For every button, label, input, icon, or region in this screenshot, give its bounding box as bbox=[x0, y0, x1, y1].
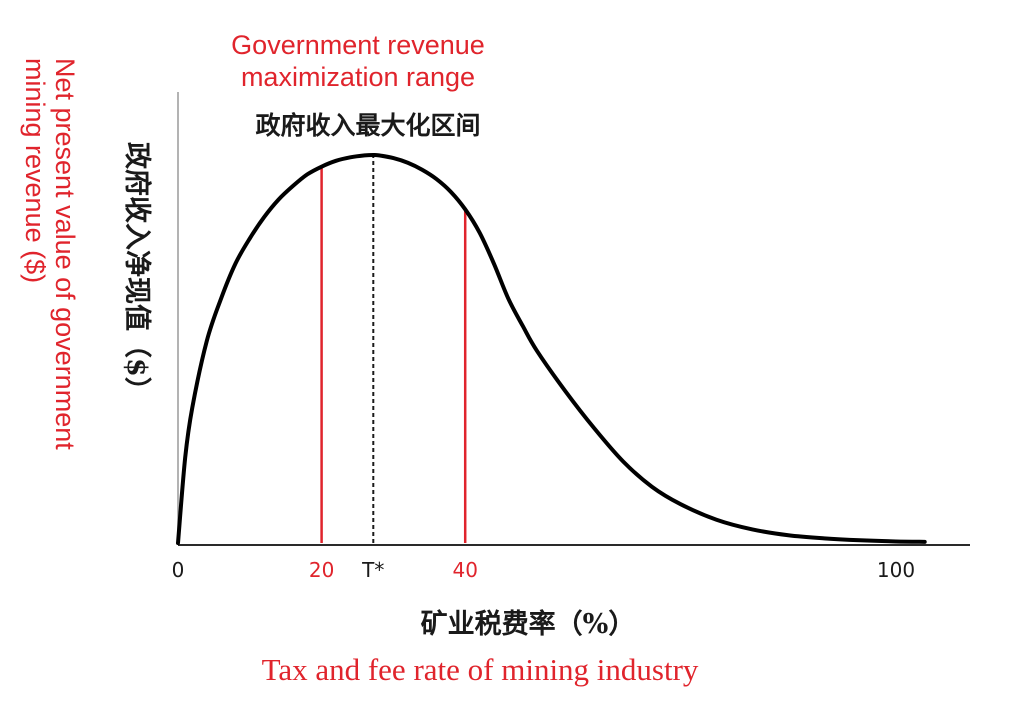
marker-layer bbox=[320, 155, 467, 543]
x-tick-label-3: 40 bbox=[452, 558, 477, 582]
x-tick-label-1: 20 bbox=[309, 558, 334, 582]
x-tick-label-2: T* bbox=[361, 558, 384, 582]
tick-layer: 0 20 T* 40 100 bbox=[172, 558, 915, 582]
x-axis-label-en: Tax and fee rate of mining industry bbox=[262, 652, 699, 687]
x-tick-label-4: 100 bbox=[877, 558, 915, 582]
y-axis-label-en-line-1: Net present value of government bbox=[50, 58, 80, 450]
series-curve bbox=[176, 152, 927, 545]
y-axis-label-en-line-2: mining revenue ($) bbox=[20, 58, 50, 283]
chart-title-group: Government revenue maximization range 政府… bbox=[231, 30, 485, 140]
chart-title-line-1: Government revenue bbox=[231, 30, 485, 60]
y-axis-label-zh: 政府收入净现值（$） bbox=[121, 142, 153, 404]
curve-layer bbox=[176, 152, 927, 545]
chart-title-zh: 政府收入最大化区间 bbox=[255, 111, 480, 140]
chart-title-line-2: maximization range bbox=[241, 62, 475, 92]
x-axis-label-zh: 矿业税费率（%） bbox=[421, 608, 636, 640]
y-axis-label-en-group: Net present value of government mining r… bbox=[20, 58, 80, 450]
x-tick-label-0: 0 bbox=[172, 558, 185, 582]
